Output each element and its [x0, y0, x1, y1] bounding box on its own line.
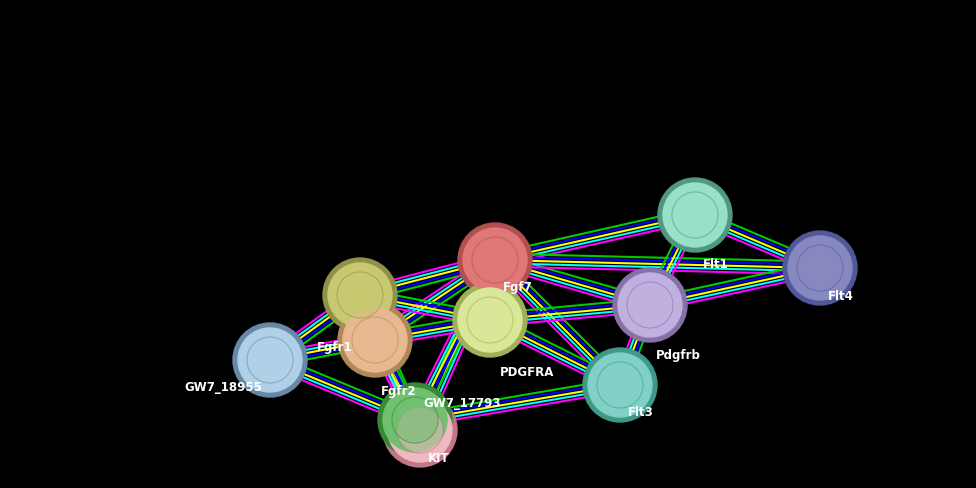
Circle shape: [658, 178, 732, 252]
Circle shape: [247, 337, 293, 383]
Text: GW7_18955: GW7_18955: [184, 382, 262, 394]
Text: Pdgfrb: Pdgfrb: [656, 348, 701, 362]
Text: PDGFRA: PDGFRA: [500, 366, 554, 379]
Circle shape: [233, 323, 307, 397]
Text: KIT: KIT: [428, 451, 450, 465]
Text: Fgfr2: Fgfr2: [381, 386, 417, 399]
Circle shape: [343, 308, 407, 372]
Text: Flt3: Flt3: [628, 407, 654, 420]
Circle shape: [383, 393, 457, 467]
Circle shape: [467, 297, 513, 343]
Circle shape: [613, 268, 687, 342]
Circle shape: [588, 353, 652, 417]
Circle shape: [397, 407, 443, 453]
Circle shape: [238, 328, 302, 392]
Circle shape: [378, 383, 452, 457]
Circle shape: [597, 362, 643, 408]
Circle shape: [583, 348, 657, 422]
Circle shape: [352, 317, 398, 363]
Circle shape: [383, 388, 447, 452]
Circle shape: [627, 282, 673, 328]
Circle shape: [463, 228, 527, 292]
Circle shape: [323, 258, 397, 332]
Circle shape: [328, 263, 392, 327]
Circle shape: [458, 288, 522, 352]
Text: Fgf7: Fgf7: [503, 282, 533, 294]
Circle shape: [458, 223, 532, 297]
Circle shape: [788, 236, 852, 300]
Circle shape: [338, 303, 412, 377]
Circle shape: [392, 397, 438, 443]
Text: Fgfr1: Fgfr1: [316, 341, 352, 353]
Circle shape: [663, 183, 727, 247]
Text: Flt1: Flt1: [703, 259, 729, 271]
Circle shape: [388, 398, 452, 462]
Circle shape: [472, 237, 518, 283]
Circle shape: [671, 192, 718, 238]
Circle shape: [453, 283, 527, 357]
Text: GW7_17793: GW7_17793: [423, 398, 501, 410]
Circle shape: [337, 272, 383, 318]
Circle shape: [618, 273, 682, 337]
Circle shape: [783, 231, 857, 305]
Circle shape: [797, 245, 843, 291]
Text: Flt4: Flt4: [828, 289, 854, 303]
